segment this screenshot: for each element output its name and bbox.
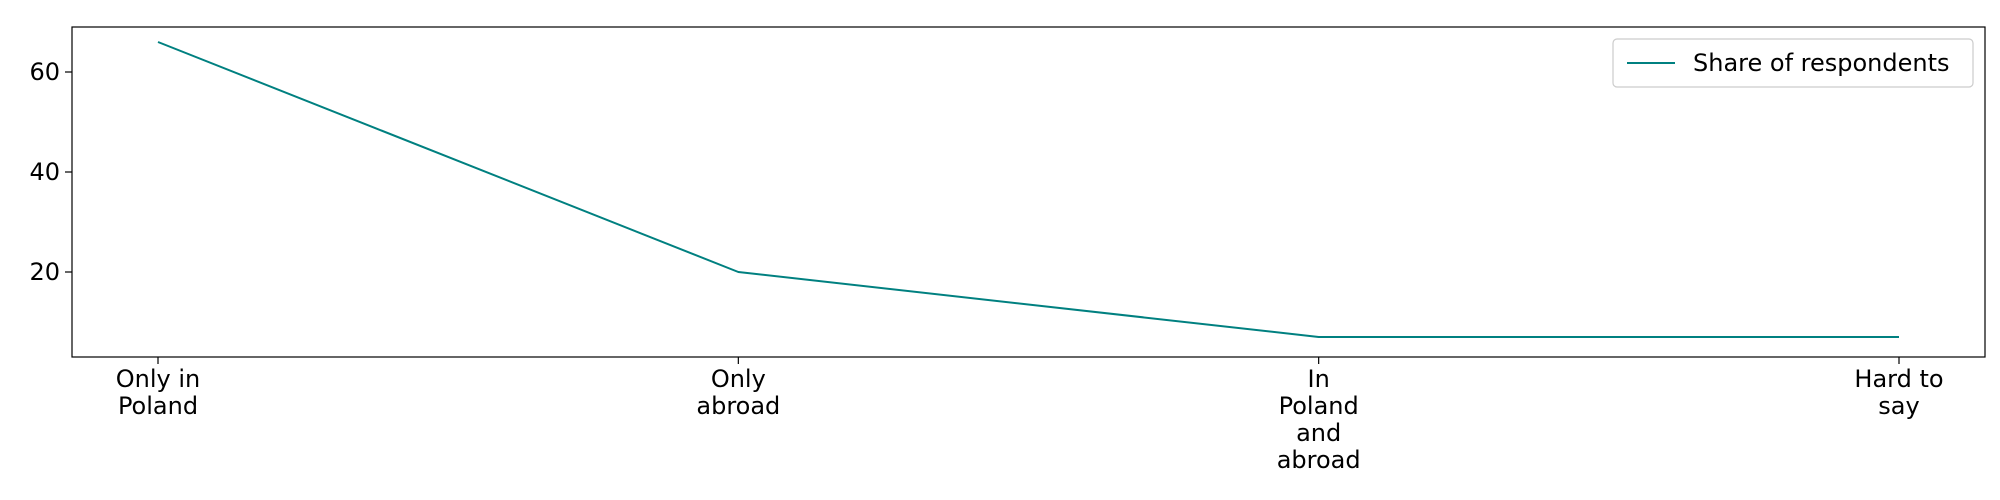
x-tick-label: In Poland and abroad bbox=[1277, 365, 1361, 474]
x-tick-label-line: and bbox=[1296, 419, 1341, 447]
x-tick-label-line: Only in bbox=[116, 365, 200, 393]
legend-label: Share of respondents bbox=[1693, 49, 1950, 77]
y-tick-label: 60 bbox=[29, 58, 60, 86]
x-tick-label: Only in Poland bbox=[116, 365, 200, 420]
x-tick-label-line: Only bbox=[711, 365, 766, 393]
x-tick-label-line: Hard to bbox=[1854, 365, 1943, 393]
x-tick-label: Hard to say bbox=[1854, 365, 1943, 420]
x-tick-label-line: say bbox=[1878, 392, 1919, 420]
plot-frame bbox=[71, 26, 1986, 358]
y-tick-label: 40 bbox=[29, 158, 60, 186]
series-layer bbox=[157, 41, 1899, 338]
x-tick-label-line: abroad bbox=[1277, 446, 1361, 474]
x-tick-label-line: Poland bbox=[118, 392, 198, 420]
legend: Share of respondents bbox=[1612, 38, 1974, 88]
x-tick-label-line: In bbox=[1308, 365, 1330, 393]
legend-box bbox=[1612, 38, 1974, 88]
plot-area bbox=[71, 26, 1986, 358]
x-tick-label-line: Poland bbox=[1279, 392, 1359, 420]
series-line bbox=[157, 41, 1899, 338]
y-tick-label: 20 bbox=[29, 258, 60, 286]
x-tick-label: Only abroad bbox=[696, 365, 780, 420]
y-axis: 20 40 60 bbox=[29, 58, 72, 286]
x-tick-label-line: abroad bbox=[696, 392, 780, 420]
